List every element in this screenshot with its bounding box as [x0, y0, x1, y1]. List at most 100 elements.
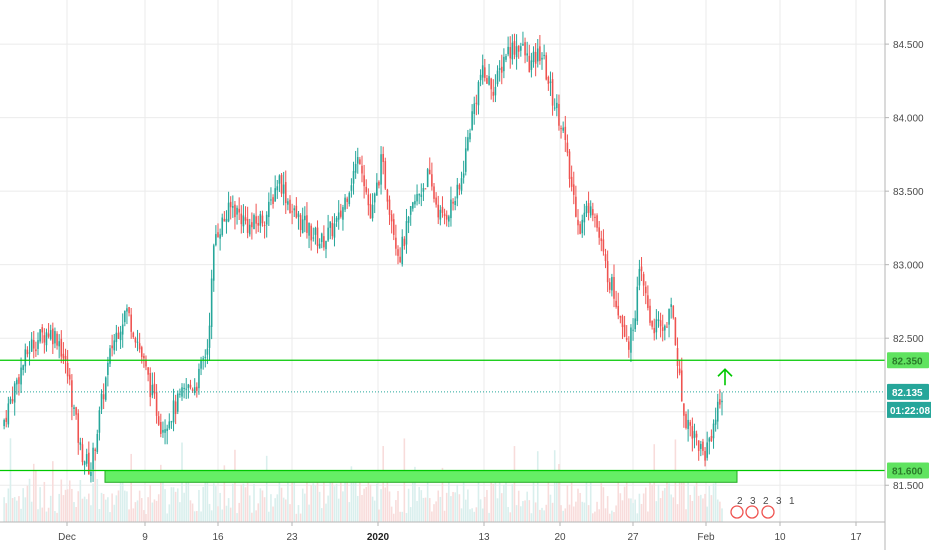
candle-body[interactable] [270, 199, 272, 201]
candle-body[interactable] [179, 393, 181, 395]
candle-body[interactable] [109, 348, 111, 364]
candle-body[interactable] [138, 343, 141, 350]
candle-body[interactable] [287, 201, 289, 205]
candle-body[interactable] [500, 66, 503, 73]
candle-body[interactable] [149, 373, 152, 397]
candle-body[interactable] [539, 46, 541, 61]
candle-body[interactable] [657, 319, 660, 321]
candle-body[interactable] [435, 197, 437, 205]
candle-body[interactable] [492, 91, 495, 96]
candle-body[interactable] [143, 355, 145, 359]
candle-body[interactable] [354, 163, 357, 173]
candle-body[interactable] [56, 333, 58, 346]
candle-body[interactable] [75, 407, 77, 415]
candle-body[interactable] [649, 305, 651, 323]
candle-body[interactable] [52, 328, 54, 345]
candle-body[interactable] [490, 78, 492, 90]
candle-body[interactable] [369, 203, 372, 219]
time-axis[interactable]: Dec 9 16 23 2020 13 20 27 Feb 10 17 [0, 521, 885, 543]
candle-body[interactable] [488, 76, 490, 85]
candle-body[interactable] [680, 370, 683, 402]
candle-body[interactable] [685, 414, 687, 429]
candle-body[interactable] [625, 338, 628, 340]
support-zone[interactable] [104, 470, 738, 483]
candle-body[interactable] [9, 398, 12, 404]
candle-body[interactable] [664, 325, 666, 331]
candle-body[interactable] [83, 461, 86, 465]
candle-body[interactable] [274, 188, 276, 202]
candle-body[interactable] [124, 310, 126, 323]
candle-body[interactable] [585, 205, 588, 214]
candle-body[interactable] [30, 339, 33, 352]
candle-body[interactable] [306, 215, 308, 233]
candle-body[interactable] [365, 186, 368, 193]
candle-body[interactable] [380, 154, 382, 185]
candle-body[interactable] [640, 266, 643, 272]
candle-body[interactable] [90, 472, 92, 476]
candle-body[interactable] [329, 221, 332, 228]
candle-body[interactable] [494, 86, 497, 96]
candle-body[interactable] [26, 349, 29, 355]
candle-body[interactable] [443, 213, 446, 217]
candle-body[interactable] [462, 173, 465, 178]
candle-body[interactable] [395, 237, 397, 249]
candle-body[interactable] [43, 335, 46, 343]
candle-body[interactable] [399, 256, 401, 263]
candle-body[interactable] [615, 300, 617, 307]
candle-body[interactable] [378, 181, 380, 186]
candle-body[interactable] [467, 137, 469, 151]
candle-body[interactable] [299, 215, 302, 231]
candle-body[interactable] [469, 133, 471, 140]
candle-body[interactable] [477, 81, 480, 106]
price-axis[interactable]: 84.500 84.000 83.500 83.000 82.500 81.500 82.3… [884, 0, 931, 550]
candle-body[interactable] [520, 46, 522, 51]
candle-body[interactable] [293, 208, 296, 211]
event-marker-icon[interactable] [745, 505, 759, 519]
candle-body[interactable] [310, 225, 312, 241]
candle-body[interactable] [308, 222, 310, 236]
candle-body[interactable] [100, 393, 103, 410]
candle-body[interactable] [596, 215, 598, 228]
candle-body[interactable] [511, 42, 514, 60]
candle-body[interactable] [526, 53, 528, 56]
candle-body[interactable] [261, 215, 264, 224]
candle-body[interactable] [543, 54, 545, 57]
candle-body[interactable] [119, 331, 122, 341]
candle-body[interactable] [619, 315, 622, 318]
candle-body[interactable] [583, 212, 586, 223]
candle-body[interactable] [240, 213, 243, 225]
candle-body[interactable] [126, 308, 128, 312]
candle-body[interactable] [471, 111, 473, 131]
candle-body[interactable] [524, 42, 526, 56]
candle-body[interactable] [45, 332, 48, 346]
candle-body[interactable] [441, 206, 444, 213]
candle-body[interactable] [589, 206, 592, 216]
candle-body[interactable] [424, 188, 427, 190]
candle-body[interactable] [5, 417, 8, 422]
candle-body[interactable] [479, 74, 482, 81]
candle-body[interactable] [244, 217, 247, 221]
candle-body[interactable] [382, 153, 384, 162]
candle-body[interactable] [695, 433, 698, 438]
candle-body[interactable] [206, 348, 209, 355]
candle-body[interactable] [47, 333, 50, 337]
candle-body[interactable] [448, 216, 450, 222]
candle-body[interactable] [246, 219, 249, 233]
candle-body[interactable] [481, 65, 484, 78]
candle-body[interactable] [130, 314, 132, 332]
candle-body[interactable] [318, 243, 321, 249]
candle-body[interactable] [145, 360, 147, 367]
candle-body[interactable] [700, 443, 702, 449]
candle-body[interactable] [719, 399, 721, 405]
candle-body[interactable] [522, 43, 524, 46]
candle-body[interactable] [426, 169, 429, 187]
candle-body[interactable] [28, 352, 31, 354]
candle-body[interactable] [227, 202, 230, 222]
candle-body[interactable] [541, 57, 543, 60]
candle-body[interactable] [162, 429, 164, 433]
candle-body[interactable] [18, 377, 20, 384]
candle-body[interactable] [181, 387, 183, 397]
candle-body[interactable] [704, 451, 706, 461]
candle-body[interactable] [272, 197, 274, 204]
